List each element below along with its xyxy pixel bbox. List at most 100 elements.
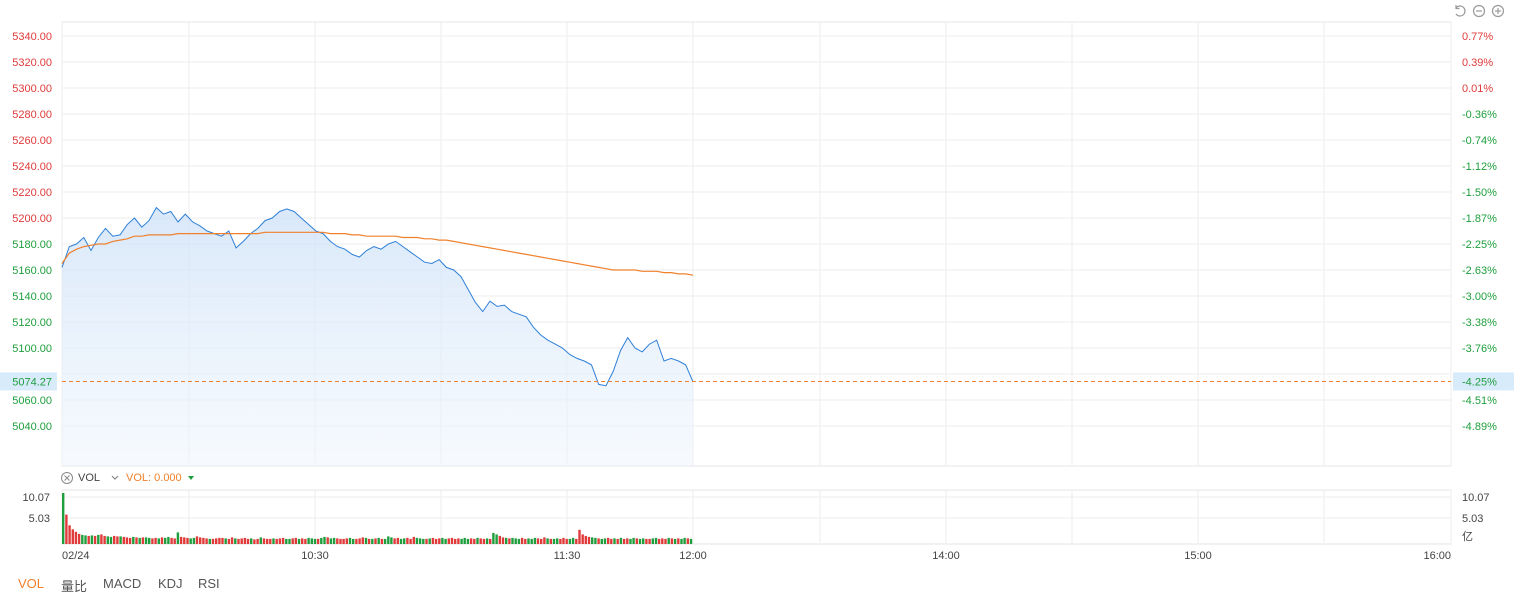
volume-bar xyxy=(218,537,221,544)
volume-bar xyxy=(240,538,243,544)
pct-tick-label: -2.25% xyxy=(1462,239,1497,251)
volume-bar xyxy=(304,538,307,544)
volume-bar xyxy=(447,538,450,544)
pct-tick-label: -3.76% xyxy=(1462,343,1497,355)
volume-bar xyxy=(227,538,231,544)
volume-bar xyxy=(364,537,368,544)
tab-macd[interactable]: MACD xyxy=(103,576,142,591)
volume-bar xyxy=(549,538,552,544)
volume-bar xyxy=(501,537,505,544)
volume-bar xyxy=(183,537,186,544)
volume-bar xyxy=(237,538,240,544)
volume-bar xyxy=(119,536,122,544)
volume-bar xyxy=(425,538,428,544)
chevron-down-icon[interactable] xyxy=(110,474,120,482)
volume-bar xyxy=(406,537,409,544)
volume-bar xyxy=(84,535,87,544)
volume-bar xyxy=(367,538,371,544)
volume-bar xyxy=(380,538,384,544)
volume-bar xyxy=(600,538,603,544)
volume-bar xyxy=(192,537,196,544)
x-tick-label: 10:30 xyxy=(301,550,329,562)
volume-bar xyxy=(517,538,521,544)
current-price-box xyxy=(0,372,57,391)
tab-volume-ratio[interactable]: 量比 xyxy=(61,579,88,594)
volume-bar xyxy=(355,538,358,544)
pct-tick-label: -2.63% xyxy=(1462,265,1497,277)
close-indicator-icon[interactable] xyxy=(60,471,74,485)
volume-bar xyxy=(418,538,422,544)
pct-tick-label: -4.51% xyxy=(1462,395,1497,407)
zoom-in-icon[interactable] xyxy=(1491,4,1505,18)
volume-bar xyxy=(645,538,648,544)
volume-bar xyxy=(256,538,259,544)
volume-bar xyxy=(632,537,635,544)
y-tick-label: 5200.00 xyxy=(12,213,52,225)
volume-bar xyxy=(272,538,275,544)
pct-tick-label: -1.12% xyxy=(1462,161,1497,173)
volume-bar xyxy=(524,538,527,544)
volume-bar xyxy=(546,538,549,544)
volume-bar xyxy=(345,538,348,544)
volume-bar xyxy=(552,538,556,544)
volume-tick-right: 10.07 xyxy=(1462,492,1490,504)
volume-unit-label: 亿 xyxy=(1462,530,1473,543)
volume-bar xyxy=(342,538,345,544)
volume-bar xyxy=(409,538,412,544)
volume-bar xyxy=(291,538,294,544)
pct-tick-label: -3.38% xyxy=(1462,317,1497,329)
volume-bar xyxy=(556,538,559,544)
volume-bar xyxy=(294,537,297,544)
volume-bar xyxy=(520,537,524,544)
volume-bar xyxy=(100,534,103,544)
current-pct-label: -4.25% xyxy=(1462,376,1497,388)
volume-bar xyxy=(584,535,587,544)
volume-bar xyxy=(141,537,145,544)
tab-vol[interactable]: VOL xyxy=(18,576,45,591)
pct-tick-label: -0.74% xyxy=(1462,135,1497,147)
x-tick-label: 15:00 xyxy=(1184,550,1212,562)
x-tick-label: 12:00 xyxy=(679,550,707,562)
volume-bar xyxy=(313,538,317,544)
volume-bar xyxy=(339,538,342,544)
volume-bar xyxy=(215,538,218,544)
volume-bar xyxy=(568,538,572,544)
volume-bar xyxy=(686,538,689,544)
volume-bar xyxy=(673,538,677,544)
zoom-out-icon[interactable] xyxy=(1472,4,1486,18)
volume-bar xyxy=(208,538,211,544)
volume-bar xyxy=(62,493,65,544)
volume-bar xyxy=(610,538,613,544)
x-tick-label: 14:00 xyxy=(932,550,960,562)
y-tick-label: 5220.00 xyxy=(12,187,52,199)
tab-rsi[interactable]: RSI xyxy=(198,576,220,591)
volume-bar xyxy=(336,538,339,544)
reset-icon[interactable] xyxy=(1453,4,1467,18)
volume-bar xyxy=(138,537,141,544)
y-tick-label: 5280.00 xyxy=(12,109,52,121)
volume-bar xyxy=(109,536,113,544)
volume-bar xyxy=(441,537,444,544)
volume-bar xyxy=(65,514,68,544)
y-tick-label: 5340.00 xyxy=(12,31,52,43)
volume-bar xyxy=(591,537,594,544)
volume-bar xyxy=(250,538,253,544)
volume-bar xyxy=(415,537,419,544)
volume-bar xyxy=(642,538,645,544)
volume-bar xyxy=(654,537,658,544)
volume-bar xyxy=(310,538,313,544)
average-line xyxy=(61,231,694,276)
tab-kdj[interactable]: KDJ xyxy=(158,576,183,591)
pct-tick-label: 0.39% xyxy=(1462,57,1493,69)
indicator-name: VOL xyxy=(78,472,101,484)
volume-bar xyxy=(189,538,192,544)
volume-header: VOL VOL: 0.000 xyxy=(60,470,195,486)
volume-bar xyxy=(132,536,135,544)
volume-bar xyxy=(371,538,374,544)
volume-bar xyxy=(234,538,237,544)
volume-bar xyxy=(540,538,543,544)
volume-bar xyxy=(664,538,667,544)
volume-bar xyxy=(578,529,581,544)
volume-bar xyxy=(473,538,476,544)
